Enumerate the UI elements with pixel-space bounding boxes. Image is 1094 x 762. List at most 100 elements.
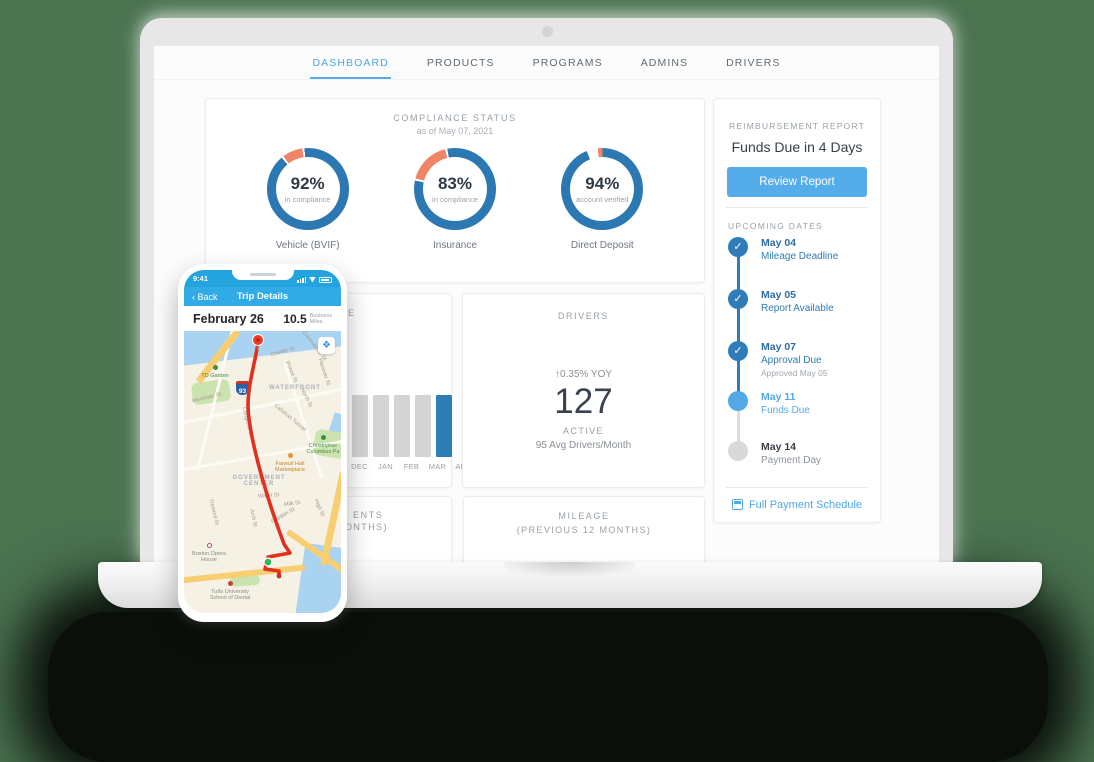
bar-mar <box>415 395 431 457</box>
avg-drivers-label: 95 Avg Drivers/Month <box>535 440 632 451</box>
trip-miles-unit: Business Miles <box>309 312 332 325</box>
phone-notch <box>231 270 294 280</box>
poi-icon <box>287 453 293 458</box>
trip-summary-row: February 26 10.5 Business Miles <box>184 306 341 331</box>
interstate-93-shield: 93 <box>236 381 249 395</box>
phone-mockup: 9:41 ‹ Back Trip Details February 26 10.… <box>178 264 347 622</box>
poi-faneuil-hall: Faneuil Hall Marketplace <box>268 453 312 473</box>
compliance-title: COMPLIANCE STATUS <box>393 113 517 123</box>
timeline-event-may14: May 14 Payment Day <box>728 441 872 466</box>
upcoming-dates-title: UPCOMING DATES <box>728 221 824 231</box>
upcoming-dates-timeline: ✓ May 04 Mileage Deadline ✓ May 05 Repor… <box>728 237 872 475</box>
wifi-icon <box>309 276 316 283</box>
check-circle-icon: ✓ <box>728 341 748 361</box>
poi-columbus-park: Christopher Columbus Pa <box>304 435 341 455</box>
timeline-event-may05: ✓ May 05 Report Available <box>728 289 872 314</box>
phone-screen: 9:41 ‹ Back Trip Details February 26 10.… <box>184 270 341 613</box>
event-label: Approval Due <box>761 355 822 366</box>
event-date: May 14 <box>761 441 797 453</box>
trip-details-title: Trip Details <box>236 291 289 302</box>
calendar-icon <box>731 499 743 510</box>
timeline-event-may04: ✓ May 04 Mileage Deadline <box>728 237 872 262</box>
cell-signal-icon <box>297 277 306 283</box>
donut-label: Vehicle (BVIF) <box>275 240 340 251</box>
route-end-marker <box>263 557 273 567</box>
pin-center <box>256 338 260 342</box>
event-note: Approved May 05 <box>761 368 828 378</box>
speaker-slot <box>249 272 276 276</box>
reimbursement-title: REIMBURSEMENT REPORT <box>728 121 866 131</box>
yoy-stat: ↑0.35% YOY <box>554 369 613 380</box>
trip-details-nav-bar: ‹ Back Trip Details <box>184 287 341 306</box>
donut-direct-deposit: 94% account verified Direct Deposit <box>542 148 662 251</box>
bar-chart <box>352 395 452 457</box>
tab-dashboard[interactable]: DASHBOARD <box>310 47 391 79</box>
poi-tufts-dental: Tufts University School of Dental <box>202 581 258 601</box>
timeline-event-may07: ✓ May 07 Approval Due Approved May 05 <box>728 341 872 378</box>
donut-value: 83% <box>437 174 472 193</box>
laptop-thumb-groove <box>504 562 636 577</box>
route-end-point <box>276 573 282 579</box>
bar-apr-highlighted <box>436 395 452 457</box>
tab-drivers[interactable]: DRIVERS <box>726 56 781 69</box>
drivers-title: DRIVERS <box>557 311 610 321</box>
timeline-event-may11: May 11 Funds Due <box>728 391 872 416</box>
poi-td-garden: TD Garden <box>194 365 236 379</box>
pin-stem <box>257 343 259 350</box>
area-label-waterfront: WATERFRONT <box>269 385 321 391</box>
donut-chart-insurance: 83% in compliance <box>413 148 496 230</box>
donut-value: 94% <box>585 174 620 193</box>
poi-icon <box>212 365 218 370</box>
donut-vehicle: 92% in compliance Vehicle (BVIF) <box>248 148 368 251</box>
timeline-connector-done <box>737 247 740 399</box>
divider <box>726 487 868 488</box>
card-title-fragment: ENTS <box>353 510 384 520</box>
poi-boston-opera-house: Boston Opera House <box>190 543 228 563</box>
webcam-dot <box>541 26 553 37</box>
upcoming-circle-icon <box>728 441 748 461</box>
poi-icon <box>227 581 233 586</box>
event-label: Report Available <box>761 303 834 314</box>
route-line <box>246 341 292 578</box>
divider <box>726 207 868 208</box>
donut-insurance: 83% in compliance Insurance <box>395 148 515 251</box>
back-button[interactable]: ‹ Back <box>192 291 218 302</box>
current-circle-icon <box>728 391 748 411</box>
clock: 9:41 <box>193 274 209 283</box>
check-circle-icon: ✓ <box>728 289 748 309</box>
review-report-button[interactable]: Review Report <box>727 167 867 197</box>
locate-button[interactable]: ❖ <box>318 337 335 354</box>
battery-icon <box>319 276 332 283</box>
map-canvas[interactable]: Commercial St Charter St Prince St Hanov… <box>184 331 341 613</box>
event-date: May 05 <box>761 289 797 301</box>
tab-programs[interactable]: PROGRAMS <box>532 56 603 69</box>
event-date: May 07 <box>761 341 797 353</box>
donut-caption: in compliance <box>432 195 478 204</box>
active-label: ACTIVE <box>563 426 604 436</box>
bar-dec <box>352 395 368 457</box>
top-nav: DASHBOARD PRODUCTS PROGRAMS ADMINS DRIVE… <box>154 46 939 80</box>
check-circle-icon: ✓ <box>728 237 748 257</box>
compliance-subtitle: as of May 07, 2021 <box>416 126 494 136</box>
mileage-title: MILEAGE <box>558 511 610 521</box>
funds-due-headline: Funds Due in 4 Days <box>731 139 863 155</box>
reimbursement-report-card: REIMBURSEMENT REPORT Funds Due in 4 Days… <box>713 98 881 523</box>
tab-products[interactable]: PRODUCTS <box>426 56 495 69</box>
mileage-card: MILEAGE (PREVIOUS 12 MONTHS) <box>463 496 705 565</box>
card-title-fragment: ONTHS) <box>345 522 388 532</box>
full-payment-schedule-label: Full Payment Schedule <box>748 498 863 511</box>
tab-admins[interactable]: ADMINS <box>640 56 689 69</box>
drivers-card: DRIVERS ↑0.35% YOY 127 ACTIVE 95 Avg Dri… <box>462 293 705 488</box>
trip-miles-value: 10.5 <box>283 311 307 326</box>
axis-label: MAR <box>428 462 447 471</box>
trip-date: February 26 <box>193 311 264 326</box>
event-date: May 04 <box>761 237 797 249</box>
poi-icon <box>320 435 326 440</box>
bar-feb <box>394 395 410 457</box>
active-driver-count: 127 <box>554 382 613 421</box>
event-label: Mileage Deadline <box>761 251 839 262</box>
donut-caption: account verified <box>576 195 629 204</box>
event-date: May 11 <box>761 391 796 403</box>
full-payment-schedule-link[interactable]: Full Payment Schedule <box>731 498 863 511</box>
donut-label: Insurance <box>433 240 477 251</box>
